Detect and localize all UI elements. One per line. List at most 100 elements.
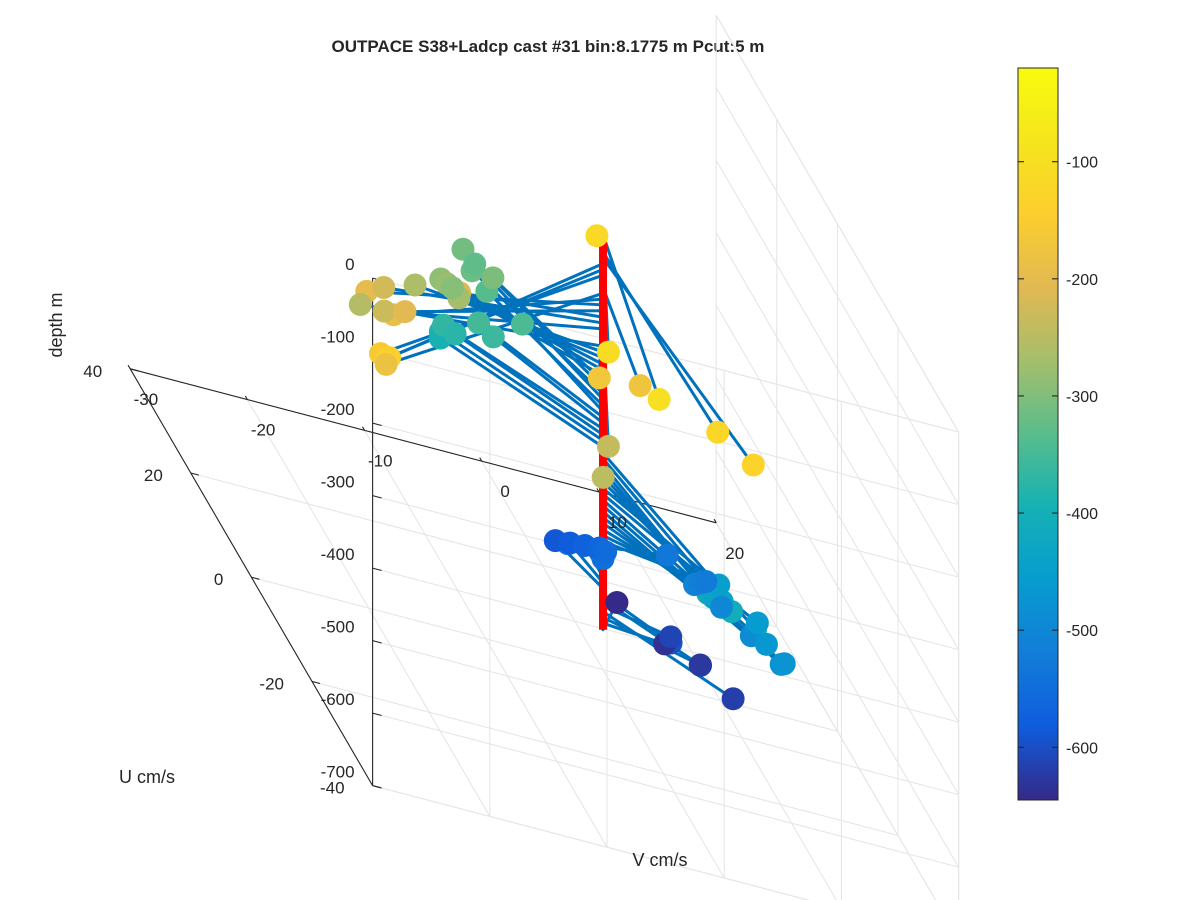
x-tick-label: -30 xyxy=(134,390,159,409)
grid-line xyxy=(372,785,811,900)
tick-labels: 0-100-200-300-400-500-600-700-40-2002040… xyxy=(83,255,744,798)
z-tick-label: -300 xyxy=(321,473,355,492)
y-tick-label: -40 xyxy=(320,779,345,798)
colorbar-ticks: -100 -200 -300 -400 -500 -600 xyxy=(1018,155,1098,757)
velocity-marker xyxy=(372,276,396,300)
velocity-marker xyxy=(374,352,398,376)
y-tick-mark xyxy=(372,785,381,789)
velocity-marker xyxy=(659,625,683,649)
colorbar-tick-label: -200 xyxy=(1066,272,1098,289)
colorbar-tick-label: -400 xyxy=(1066,506,1098,523)
colorbar: -100 -200 -300 -400 -500 -600 xyxy=(1017,67,1098,801)
grid-line xyxy=(372,350,959,506)
grid-line xyxy=(715,305,960,723)
colorbar-tick-label: -300 xyxy=(1066,389,1098,406)
marker-group xyxy=(348,224,796,711)
x-tick-label: -20 xyxy=(251,421,276,440)
stick-group xyxy=(358,233,786,701)
z-tick-mark xyxy=(372,567,382,572)
velocity-stick xyxy=(378,273,605,356)
z-tick-label: -700 xyxy=(321,763,355,782)
y-tick-mark xyxy=(311,680,321,685)
colorbar-tick-label: -500 xyxy=(1066,623,1098,640)
z-tick-label: -100 xyxy=(321,328,355,347)
z-tick-label: -500 xyxy=(321,618,355,637)
y-tick-mark xyxy=(251,576,260,580)
box-edge xyxy=(715,15,960,433)
x-tick-label: 0 xyxy=(500,482,509,501)
velocity-stick xyxy=(601,610,735,701)
velocity-marker xyxy=(403,273,427,297)
velocity-marker xyxy=(694,570,718,594)
x-tick-mark xyxy=(713,518,717,524)
x-tick-label: 10 xyxy=(608,513,627,532)
grid-line xyxy=(372,422,959,578)
velocity-stick xyxy=(601,615,702,667)
x-tick-label: 20 xyxy=(725,544,744,563)
colorbar-tick-label: -600 xyxy=(1066,740,1098,757)
velocity-stick xyxy=(601,286,642,388)
velocity-marker xyxy=(510,312,534,336)
velocity-marker xyxy=(754,632,778,656)
x-axis-label: V cm/s xyxy=(632,850,687,870)
z-tick-label: -400 xyxy=(321,545,355,564)
velocity-stick xyxy=(601,256,755,467)
velocity-marker xyxy=(440,276,464,300)
grid-line xyxy=(372,785,811,900)
y-tick-label: 20 xyxy=(144,466,163,485)
chart-title: OUTPACE S38+Ladcp cast #31 bin:8.1775 m … xyxy=(332,37,765,56)
z-tick-label: -600 xyxy=(321,690,355,709)
velocity-marker xyxy=(655,543,679,567)
x-tick-mark xyxy=(127,364,131,370)
z-tick-mark xyxy=(372,495,382,499)
x-tick-label: -10 xyxy=(368,451,393,470)
grid-line xyxy=(715,160,960,578)
velocity-stick xyxy=(491,335,605,425)
grid-line xyxy=(715,377,960,795)
velocity-marker xyxy=(721,687,745,711)
colorbar-tick-label: -100 xyxy=(1066,155,1098,172)
velocity-marker xyxy=(587,366,611,390)
velocity-marker xyxy=(706,420,730,444)
velocity-marker xyxy=(481,325,505,349)
grid-lines xyxy=(129,15,960,900)
velocity-marker xyxy=(772,652,796,676)
y-tick-label: 40 xyxy=(83,362,102,381)
velocity-marker xyxy=(605,591,629,615)
z-tick-label: 0 xyxy=(345,255,354,274)
velocity-marker xyxy=(463,252,487,276)
velocity-stick xyxy=(520,322,605,414)
velocity-marker xyxy=(348,293,372,317)
colorbar-gradient xyxy=(1017,67,1059,801)
velocity-marker xyxy=(393,300,417,324)
z-tick-mark xyxy=(372,422,382,427)
x-tick-mark xyxy=(596,488,600,493)
grid-line xyxy=(372,712,959,868)
y-axis-label: U cm/s xyxy=(119,767,175,787)
velocity-marker xyxy=(709,595,733,619)
grid-line xyxy=(715,450,960,868)
velocity-marker xyxy=(594,540,618,564)
grid-line xyxy=(715,87,960,505)
velocity-stick xyxy=(438,330,605,443)
x-tick-mark xyxy=(244,395,248,400)
velocity-stick xyxy=(438,336,605,449)
velocity-marker xyxy=(596,340,620,364)
velocity-marker xyxy=(628,374,652,398)
velocity-marker xyxy=(467,311,491,335)
grid-line xyxy=(311,680,899,836)
plot-data xyxy=(348,224,796,711)
z-tick-mark xyxy=(372,712,382,717)
grid-line xyxy=(372,640,959,796)
grid-line xyxy=(372,495,959,651)
velocity-marker xyxy=(443,322,467,346)
y-tick-mark xyxy=(130,368,139,372)
velocity-marker xyxy=(688,653,712,677)
grid-line xyxy=(715,232,960,650)
y-tick-label: -20 xyxy=(259,674,284,693)
velocity-marker xyxy=(585,224,609,248)
grid-line xyxy=(190,472,777,628)
x-tick-mark xyxy=(479,457,483,462)
velocity-marker xyxy=(372,299,396,323)
